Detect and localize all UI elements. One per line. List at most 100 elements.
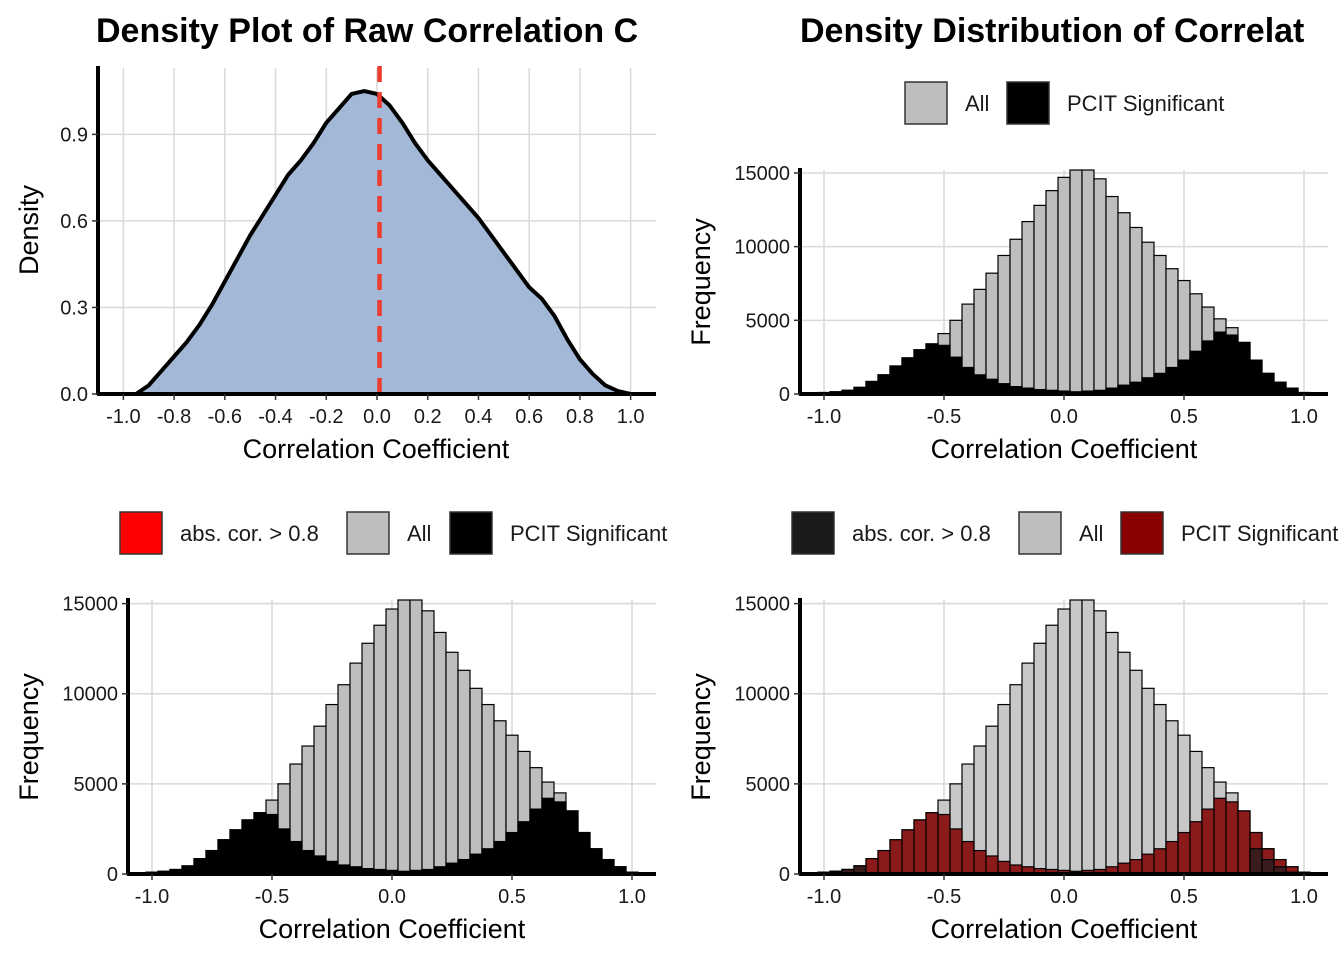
bar-2-32 [1189, 821, 1203, 875]
bar-1-27 [1129, 669, 1143, 875]
bar-1-17 [1009, 238, 1023, 395]
bar-2-34 [1213, 331, 1227, 395]
bar-2-5 [865, 858, 879, 875]
bar-2-29 [1153, 848, 1167, 875]
x-tick-label-5: 1.0 [618, 886, 646, 908]
y-tick-label-1: 0 [779, 864, 790, 886]
bar-1-16 [997, 703, 1011, 875]
bar-2-10 [925, 343, 939, 395]
y-tick-label-3: 10000 [734, 684, 790, 706]
x-tick-label-5: 1.0 [1290, 886, 1318, 908]
x-tick-label-2: -0.5 [927, 406, 961, 428]
bar-1-23 [1081, 599, 1095, 875]
bar-2-37 [577, 831, 591, 875]
y-tick-label-1: 0.0 [60, 384, 88, 406]
bar-2-7 [889, 839, 903, 875]
legend-label-1: All [965, 91, 989, 116]
bar-3-37 [1249, 848, 1263, 875]
y-tick-label-2: 0.3 [60, 297, 88, 319]
legend-key-1 [119, 511, 163, 555]
bar-2-37 [1249, 359, 1263, 395]
bar-1-25 [433, 631, 447, 875]
bar-2-35 [1225, 801, 1239, 875]
bar-2-29 [1153, 372, 1167, 395]
y-tick-label-1: 0 [107, 864, 118, 886]
bar-1-15 [313, 725, 327, 875]
y-tick-label-4: 15000 [62, 594, 118, 616]
bar-1-19 [1033, 204, 1047, 395]
y-axis-title: Frequency [14, 673, 44, 801]
legend-key-1 [904, 81, 948, 125]
bar-2-36 [1237, 810, 1251, 875]
x-tick-label-7: 0.2 [414, 406, 442, 428]
bar-2-6 [205, 849, 219, 875]
bar-1-20 [373, 624, 387, 875]
x-tick-label-8: 0.4 [465, 406, 493, 428]
bar-2-14 [973, 849, 987, 875]
bar-2-12 [949, 828, 963, 875]
bar-1-20 [1045, 190, 1059, 395]
legend-label-3: PCIT Significant [510, 521, 667, 546]
bar-1-22 [397, 599, 411, 875]
bar-2-28 [1141, 377, 1155, 395]
x-tick-label-2: -0.5 [927, 886, 961, 908]
x-tick-label-9: 0.6 [515, 406, 543, 428]
x-tick-label-3: 0.0 [1050, 886, 1078, 908]
density-area [123, 91, 631, 394]
bar-1-28 [1141, 241, 1155, 395]
bar-2-30 [1165, 366, 1179, 395]
bar-2-8 [229, 829, 243, 875]
bar-2-28 [1141, 853, 1155, 875]
bar-1-18 [1021, 220, 1035, 395]
legend-key-3 [1120, 511, 1164, 555]
bar-1-26 [1117, 212, 1131, 395]
bar-2-36 [1237, 341, 1251, 395]
legend-label-2: All [407, 521, 431, 546]
bar-2-12 [949, 356, 963, 395]
x-tick-label-4: -0.4 [258, 406, 292, 428]
legend-key-2 [1006, 81, 1050, 125]
bar-2-34 [1213, 797, 1227, 875]
legend-label-1: abs. cor. > 0.8 [180, 521, 319, 546]
bar-2-12 [277, 828, 291, 875]
bar-2-30 [1165, 840, 1179, 875]
bar-2-13 [289, 840, 303, 875]
x-axis-title: Correlation Coefficient [931, 434, 1198, 464]
legend-label-1: abs. cor. > 0.8 [852, 521, 991, 546]
y-tick-label-3: 10000 [62, 684, 118, 706]
bar-1-24 [421, 610, 435, 875]
bar-1-17 [337, 684, 351, 875]
bar-1-21 [385, 608, 399, 875]
x-tick-label-5: 1.0 [1290, 406, 1318, 428]
y-tick-label-3: 0.6 [60, 211, 88, 233]
legend-key-1 [791, 511, 835, 555]
bar-2-38 [589, 848, 603, 875]
bar-1-26 [1117, 651, 1131, 875]
bar-1-25 [1105, 631, 1119, 875]
bar-2-5 [193, 858, 207, 875]
x-tick-label-3: 0.0 [1050, 406, 1078, 428]
bar-2-8 [901, 357, 915, 395]
bar-2-30 [493, 840, 507, 875]
bar-2-38 [1261, 372, 1275, 395]
bar-1-16 [325, 703, 339, 875]
bar-2-10 [925, 812, 939, 875]
chart-panel-4: abs. cor. > 0.8 All PCIT Significant -1.0 -0… [686, 511, 1338, 944]
bar-1-24 [1093, 610, 1107, 875]
bar-2-36 [565, 810, 579, 875]
bar-2-35 [1225, 334, 1239, 395]
y-tick-label-2: 5000 [74, 774, 119, 796]
bar-1-24 [1093, 178, 1107, 395]
y-tick-label-4: 0.9 [60, 124, 88, 146]
x-tick-label-1: -1.0 [135, 886, 169, 908]
bar-2-13 [961, 366, 975, 395]
bar-1-26 [445, 651, 459, 875]
x-tick-label-5: -0.2 [309, 406, 343, 428]
bar-2-33 [1201, 808, 1215, 875]
legend-label-2: All [1079, 521, 1103, 546]
bar-1-27 [457, 669, 471, 875]
bar-1-22 [1069, 599, 1083, 875]
legend-label-3: PCIT Significant [1181, 521, 1338, 546]
